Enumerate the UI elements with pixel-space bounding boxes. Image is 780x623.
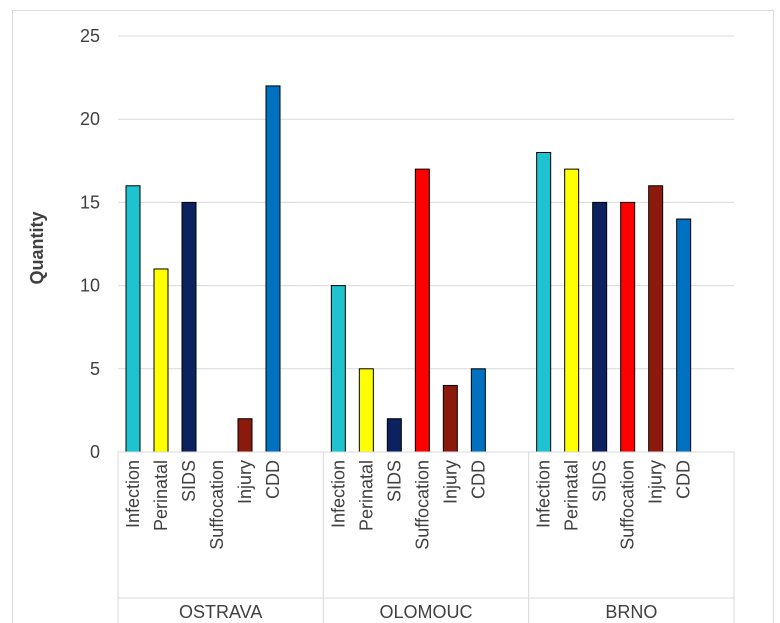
x-category-label: Suffocation (412, 460, 432, 550)
bar-olomouc-suffocation (414, 168, 430, 453)
y-tick-label: 0 (90, 442, 100, 462)
bar-ostrava-infection (125, 185, 141, 453)
y-tick-label: 10 (80, 276, 100, 296)
x-category-label: SIDS (590, 460, 610, 502)
x-category-label: Suffocation (618, 460, 638, 550)
x-group-label: OSTRAVA (179, 602, 262, 622)
x-group-label: OLOMOUC (379, 602, 472, 622)
bar-olomouc-injury (442, 384, 458, 453)
bar-brno-infection (536, 151, 552, 453)
bar-brno-sids (592, 201, 608, 453)
x-category-label: Injury (235, 460, 255, 504)
x-category-label: Injury (646, 460, 666, 504)
x-category-label: CDD (263, 460, 283, 499)
x-category-label: Infection (534, 460, 554, 528)
bar-ostrava-injury (237, 418, 253, 453)
y-axis-label: Quantity (27, 211, 47, 284)
bar-olomouc-sids (386, 418, 402, 453)
x-category-label: Infection (123, 460, 143, 528)
x-category-label: Perinatal (562, 460, 582, 531)
bar-ostrava-perinatal (153, 268, 169, 453)
x-category-label: CDD (468, 460, 488, 499)
bars (125, 85, 692, 453)
x-category-label: Perinatal (151, 460, 171, 531)
x-category-label: Infection (328, 460, 348, 528)
bar-brno-injury (648, 185, 664, 453)
bar-olomouc-infection (330, 285, 346, 453)
x-axis: Infection Perinatal SIDS Suffocation Injury C… (117, 451, 735, 623)
bar-brno-perinatal (564, 168, 580, 453)
y-tick-label: 5 (90, 359, 100, 379)
bar-olomouc-perinatal (358, 368, 374, 453)
x-category-label: Perinatal (356, 460, 376, 531)
x-category-label: SIDS (179, 460, 199, 502)
bar-ostrava-cdd (265, 85, 281, 453)
y-tick-label: 20 (80, 109, 100, 129)
x-category-label: CDD (674, 460, 694, 499)
bar-brno-suffocation (620, 201, 636, 453)
bar-brno-cdd (676, 218, 692, 453)
y-tick-label: 15 (80, 192, 100, 212)
y-tick-label: 25 (80, 26, 100, 46)
x-category-label: SIDS (384, 460, 404, 502)
bar-ostrava-sids (181, 201, 197, 453)
y-axis-ticks: 0 5 10 15 20 25 (80, 26, 100, 462)
x-category-label: Injury (440, 460, 460, 504)
bar-olomouc-cdd (470, 368, 486, 453)
chart-frame (12, 10, 774, 623)
x-group-label: BRNO (605, 602, 657, 622)
x-category-label: Suffocation (207, 460, 227, 550)
